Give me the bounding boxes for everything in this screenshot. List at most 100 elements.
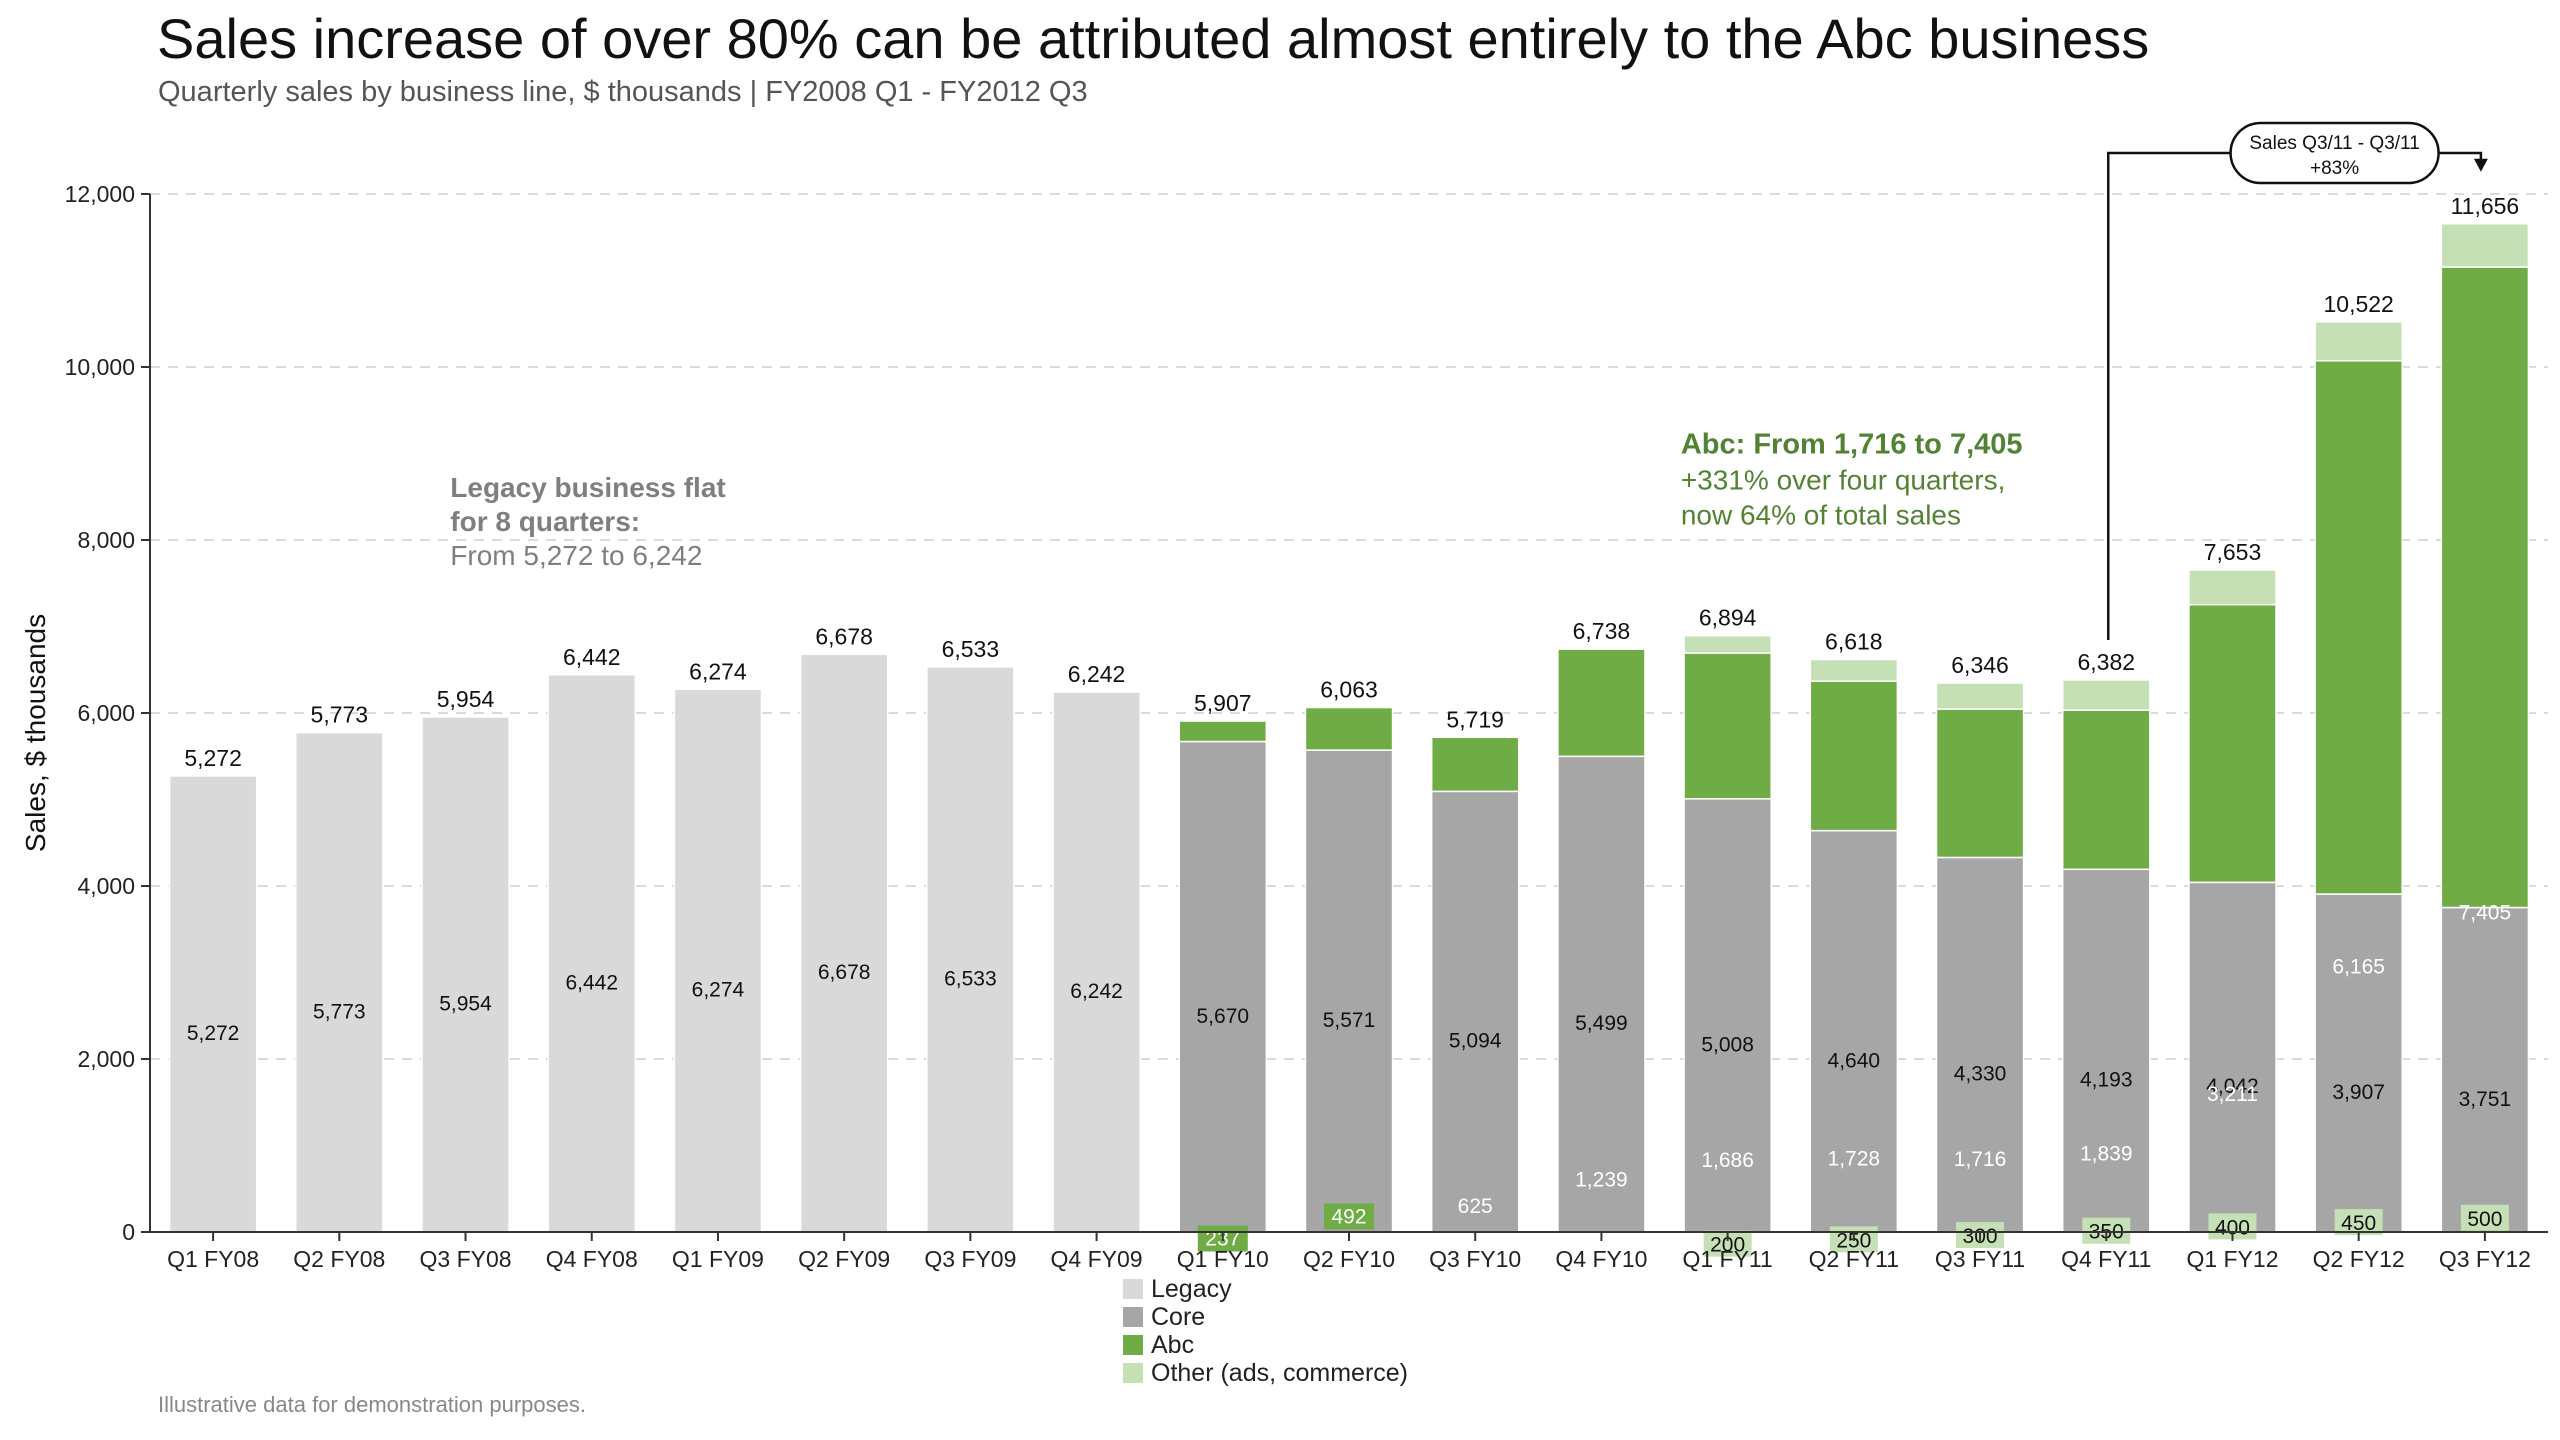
segment-value-label: 5,094	[1449, 1030, 1502, 1053]
segment-value-label: 6,242	[1070, 980, 1123, 1003]
x-tick-label: Q2 FY10	[1303, 1246, 1395, 1272]
bar-segment	[1178, 720, 1268, 743]
footnote: Illustrative data for demonstration purp…	[158, 1392, 587, 1417]
total-value-label: 5,773	[311, 702, 369, 728]
total-value-label: 5,954	[437, 686, 495, 712]
x-tick-label: Q1 FY09	[672, 1246, 764, 1272]
total-value-label: 6,063	[1320, 677, 1378, 703]
bar-segment	[1935, 682, 2025, 710]
segment-value-label: 3,751	[2459, 1088, 2512, 1111]
segment-value-label: 5,008	[1701, 1033, 1754, 1056]
bar-segment	[1430, 736, 1520, 793]
segment-value-label: 500	[2467, 1208, 2502, 1231]
segment-value-label: 6,274	[692, 979, 745, 1002]
segment-value-label: 6,442	[565, 971, 618, 994]
x-tick-label: Q4 FY11	[2061, 1246, 2151, 1272]
bar-segment	[2440, 223, 2530, 268]
total-value-label: 6,442	[563, 644, 621, 670]
x-tick-label: Q1 FY11	[1682, 1246, 1772, 1272]
bar-segment	[799, 653, 889, 1233]
x-tick-label: Q4 FY10	[1555, 1246, 1647, 1272]
bar-segment	[1052, 691, 1141, 1233]
bar-segment	[673, 688, 763, 1233]
x-tick-label: Q1 FY08	[167, 1246, 259, 1272]
segment-value-label: 3,211	[2207, 1083, 2258, 1106]
abc-annotation-line3: now 64% of total sales	[1681, 500, 1961, 531]
segment-value-label: 6,533	[944, 967, 997, 990]
x-tick-label: Q2 FY11	[1809, 1246, 1899, 1272]
bar-segment	[1683, 634, 1772, 654]
x-tick-label: Q1 FY12	[2186, 1246, 2278, 1272]
growth-callout-line1: Sales Q3/11 - Q3/11	[2249, 133, 2419, 154]
segment-value-label: 4,640	[1828, 1049, 1881, 1072]
segment-value-label: 1,716	[1954, 1148, 2007, 1171]
bar-segment	[1683, 652, 1772, 800]
bar-segment	[1178, 740, 1268, 1233]
bar-segment	[1304, 706, 1394, 751]
y-tick-label: 0	[122, 1219, 135, 1245]
segment-value-label: 5,499	[1575, 1012, 1628, 1035]
bar-segment	[1557, 648, 1646, 758]
data-labels: 5,272 5,272 5,773 5,773 5,954 5,954 6,442 6,442…	[184, 193, 2519, 1257]
bar-segment	[2061, 709, 2151, 871]
y-tick-label: 10,000	[65, 354, 135, 380]
bar-segment	[2188, 603, 2277, 884]
legend-entry: Core	[1151, 1303, 1205, 1331]
y-tick-label: 12,000	[65, 181, 135, 207]
total-value-label: 10,522	[2324, 291, 2394, 317]
bar-segment	[1935, 856, 2025, 1233]
segment-value-label: 450	[2341, 1212, 2376, 1235]
x-tick-label: Q2 FY12	[2313, 1246, 2405, 1272]
bar-segment	[926, 666, 1015, 1233]
bar-segment	[2061, 868, 2151, 1233]
abc-annotation-line1: Abc: From 1,716 to 7,405	[1681, 429, 2023, 461]
total-value-label: 11,656	[2451, 193, 2520, 219]
bar-segment	[2314, 321, 2403, 362]
legacy-annotation-line2: for 8 quarters:	[450, 506, 640, 537]
total-value-label: 5,719	[1446, 706, 1504, 732]
segment-value-label: 492	[1331, 1205, 1366, 1228]
abc-annotation-line2: +331% over four quarters,	[1681, 465, 2006, 496]
segment-value-label: 5,272	[187, 1022, 240, 1045]
segment-value-label: 625	[1458, 1195, 1493, 1218]
total-value-label: 6,894	[1699, 605, 1757, 631]
legend-swatch	[1123, 1335, 1143, 1355]
growth-callout-line2: +83%	[2310, 158, 2359, 179]
segment-value-label: 1,839	[2080, 1142, 2133, 1165]
x-tick-label: Q3 FY11	[1935, 1246, 2025, 1272]
bar-segment	[2440, 266, 2530, 909]
y-axis-label: Sales, $ thousands	[20, 614, 51, 852]
bar-segment	[1809, 680, 1899, 832]
total-value-label: 6,618	[1825, 629, 1883, 655]
segment-value-label: 200	[1710, 1234, 1745, 1257]
segment-value-label: 5,670	[1197, 1005, 1250, 1028]
growth-callout-box	[2229, 121, 2440, 185]
segment-value-label: 4,193	[2080, 1069, 2133, 1092]
segment-value-label: 1,686	[1701, 1149, 1754, 1172]
bar-segment	[547, 674, 637, 1233]
total-value-label: 6,274	[689, 658, 747, 684]
segment-value-label: 4,042	[2206, 1075, 2259, 1098]
bar-segment	[421, 716, 510, 1233]
legacy-annotation-line1: Legacy business flat	[450, 472, 725, 503]
legend-swatch	[1123, 1279, 1143, 1299]
bar-segment	[2188, 569, 2277, 606]
bar-segment	[2188, 881, 2277, 1233]
x-tick-label: Q3 FY10	[1429, 1246, 1521, 1272]
x-tick-label: Q2 FY09	[798, 1246, 890, 1272]
legend-entry: Other (ads, commerce)	[1151, 1359, 1408, 1387]
bar-segment	[295, 731, 384, 1233]
x-tick-label: Q3 FY08	[420, 1246, 512, 1272]
bar-segment	[1557, 755, 1646, 1233]
growth-bracket-arrowhead	[2473, 158, 2488, 172]
x-tick-label: Q1 FY10	[1177, 1246, 1269, 1272]
growth-bracket-line	[2107, 151, 2483, 640]
total-value-label: 6,382	[2077, 649, 2135, 675]
total-value-label: 6,533	[942, 636, 1000, 662]
y-tick-label: 4,000	[77, 873, 135, 899]
segment-value-label: 4,330	[1954, 1063, 2007, 1086]
total-value-label: 6,678	[815, 623, 873, 649]
legacy-annotation-line3: From 5,272 to 6,242	[450, 540, 702, 571]
